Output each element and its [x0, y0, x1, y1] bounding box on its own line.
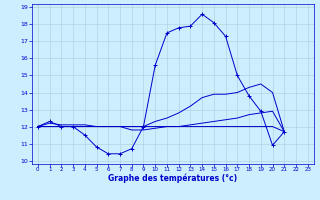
X-axis label: Graphe des températures (°c): Graphe des températures (°c)	[108, 174, 237, 183]
